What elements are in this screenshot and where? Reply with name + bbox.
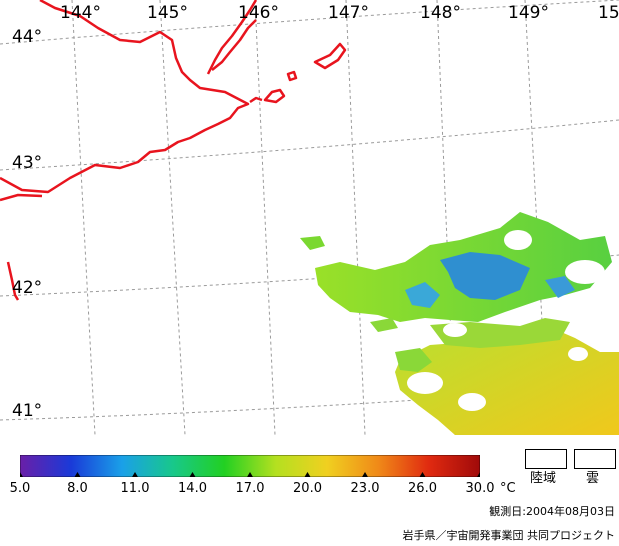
colorbar-tick-label: 5.0 <box>9 481 31 496</box>
sst-small-north <box>300 236 325 250</box>
sst-cool-region <box>440 252 530 300</box>
sst-cool-patch <box>405 282 440 308</box>
coastline <box>0 0 347 301</box>
shikotan-island <box>263 88 286 104</box>
colorbar-tick-label: 20.0 <box>293 481 322 496</box>
colorbar-tick-label: 8.0 <box>67 481 88 496</box>
meridian-147 <box>345 0 366 435</box>
sst-small-southwest <box>370 318 398 332</box>
cloud-gap-1 <box>504 230 532 250</box>
longitude-label-150: 15 <box>598 3 619 23</box>
colorbar-tick-label: 17.0 <box>235 481 265 496</box>
project-credit: 岩手県／宇宙開発事業団 共同プロジェクト <box>402 529 616 542</box>
observation-date: 観測日:2004年08月03日 <box>489 505 615 518</box>
cloud-gap-3 <box>407 372 443 394</box>
colorbar-tick-mark <box>247 472 253 477</box>
small-island <box>286 70 298 82</box>
habomai-islands <box>249 96 263 104</box>
latitude-label-43: 43° <box>12 153 43 173</box>
latitude-label-41: 41° <box>12 401 43 421</box>
cloud-legend-label: 雲 <box>586 471 600 486</box>
colorbar-tick-mark <box>304 472 311 477</box>
colorbar-tick-mark <box>132 472 138 477</box>
hokkaido-coast <box>0 0 250 194</box>
colorbar-ticks <box>17 472 483 477</box>
kunashiri-island <box>211 19 257 71</box>
sst-cool-patch-east <box>545 276 575 298</box>
latitude-label-44: 44° <box>12 27 43 47</box>
colorbar-tick-label: 23.0 <box>350 481 380 496</box>
longitude-label-147: 147° <box>328 3 369 23</box>
colorbar-tick-label: 30.0 <box>465 481 495 496</box>
hokkaido-coast-southwest <box>0 193 43 202</box>
shakotan-coast <box>6 261 20 301</box>
sst-band-lower-green <box>395 348 432 372</box>
colorbar-tick-mark <box>419 472 426 477</box>
meridian-145 <box>159 0 186 435</box>
etorofu-island <box>313 42 347 70</box>
meridian-144 <box>71 0 96 435</box>
sea-surface-temperature-map <box>0 0 619 435</box>
latitude-label-42: 42° <box>12 278 43 298</box>
meridian-146 <box>254 0 276 435</box>
sst-data <box>300 212 619 435</box>
shiretoko-peninsula <box>206 0 258 75</box>
meridian-149 <box>524 0 549 435</box>
cloud-gap-4 <box>458 393 486 411</box>
colorbar-tick-label: 14.0 <box>178 481 207 496</box>
longitude-label-149: 149° <box>508 3 549 23</box>
parallel-44 <box>0 0 619 45</box>
parallel-43 <box>0 119 619 171</box>
cloud-gap-6 <box>443 323 467 337</box>
temperature-unit: °C <box>500 481 516 496</box>
temperature-colorbar <box>17 454 483 478</box>
colorbar-tick-label: 26.0 <box>408 481 437 496</box>
land-legend-label: 陸域 <box>530 471 557 486</box>
longitude-label-145: 145° <box>147 3 188 23</box>
longitude-label-146: 146° <box>238 3 279 23</box>
longitude-label-148: 148° <box>420 3 461 23</box>
cloud-gap-5 <box>568 347 588 361</box>
colorbar-tick-mark <box>74 472 81 477</box>
sst-warm-region <box>395 325 619 435</box>
cloud-legend-swatch <box>574 449 616 469</box>
colorbar-tick-mark <box>362 472 368 477</box>
cloud-gap-2 <box>565 260 605 284</box>
colorbar-tick-label: 11.0 <box>120 481 150 496</box>
land-legend-swatch <box>525 449 567 469</box>
longitude-label-144: 144° <box>60 3 101 23</box>
sst-band-middle <box>430 318 570 348</box>
colorbar-tick-mark <box>189 472 196 477</box>
